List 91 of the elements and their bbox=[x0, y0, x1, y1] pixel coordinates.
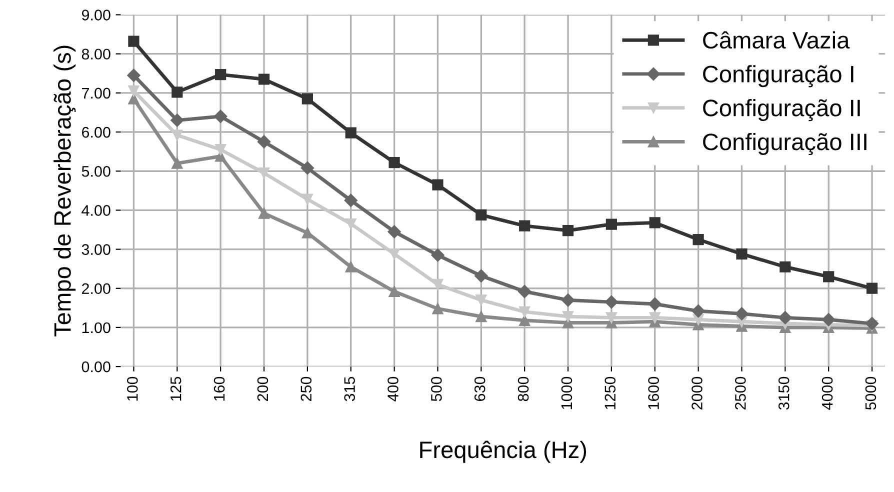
point bbox=[302, 93, 313, 104]
y-tick-label: 3.00 bbox=[82, 244, 110, 255]
x-tick-label: 630 bbox=[474, 376, 486, 401]
point bbox=[215, 144, 226, 156]
point bbox=[823, 271, 834, 282]
x-tick-label: 250 bbox=[300, 376, 312, 401]
x-tick-label: 400 bbox=[388, 376, 398, 402]
point bbox=[518, 284, 532, 298]
point bbox=[431, 248, 444, 262]
point bbox=[865, 316, 879, 330]
x-tick-label: 1250 bbox=[604, 376, 616, 410]
y-tick-label: 1.00 bbox=[82, 322, 110, 334]
x-tick-label: 4000 bbox=[822, 376, 833, 410]
point bbox=[778, 311, 792, 324]
point bbox=[345, 127, 356, 138]
point bbox=[649, 312, 660, 324]
y-tick-label: 2.00 bbox=[82, 283, 110, 294]
point bbox=[172, 158, 183, 169]
y-tick-label: 9.00 bbox=[82, 10, 110, 20]
x-tick-label: 125 bbox=[170, 376, 182, 401]
x-tick-label: 5000 bbox=[865, 376, 876, 410]
point bbox=[300, 161, 314, 175]
point bbox=[649, 217, 660, 228]
x-axis-title: Frequência (Hz) bbox=[420, 440, 586, 463]
point bbox=[258, 74, 270, 85]
point bbox=[562, 224, 574, 236]
x-tick-label: 200 bbox=[257, 376, 268, 401]
point bbox=[345, 261, 356, 272]
point bbox=[519, 314, 530, 326]
point bbox=[172, 130, 183, 141]
point bbox=[302, 194, 313, 205]
point bbox=[344, 194, 358, 208]
legend-label: Câmara Vazia bbox=[703, 31, 850, 49]
point bbox=[606, 312, 618, 324]
point bbox=[388, 248, 400, 260]
point bbox=[604, 295, 618, 309]
point bbox=[432, 179, 444, 190]
point bbox=[258, 168, 270, 179]
point bbox=[476, 209, 487, 220]
point bbox=[735, 307, 748, 320]
point bbox=[692, 234, 704, 246]
point bbox=[648, 297, 662, 311]
x-tick-label: 315 bbox=[344, 376, 355, 402]
point bbox=[519, 306, 530, 318]
point bbox=[432, 303, 444, 314]
point bbox=[172, 86, 183, 98]
x-tick-label: 100 bbox=[127, 376, 138, 401]
y-axis-title: Tempo de Reverberação (s) bbox=[54, 46, 76, 336]
point bbox=[519, 220, 530, 232]
point bbox=[561, 294, 575, 307]
point bbox=[736, 248, 748, 260]
legend-label: Configuração III bbox=[703, 132, 866, 156]
point bbox=[474, 269, 488, 282]
point bbox=[388, 225, 401, 238]
point bbox=[432, 278, 444, 290]
x-tick-label: 3150 bbox=[778, 376, 790, 410]
point bbox=[170, 114, 184, 127]
x-tick-label: 2500 bbox=[735, 376, 746, 410]
point bbox=[215, 69, 226, 80]
point bbox=[302, 227, 313, 238]
point bbox=[562, 310, 574, 322]
point bbox=[780, 261, 791, 272]
point bbox=[388, 286, 400, 298]
point bbox=[128, 85, 140, 97]
point bbox=[692, 304, 705, 318]
point bbox=[214, 110, 228, 123]
x-tick-label: 1600 bbox=[648, 376, 659, 410]
x-tick-label: 2000 bbox=[692, 376, 702, 410]
point bbox=[476, 294, 487, 306]
y-tick-label: 8.00 bbox=[82, 48, 110, 60]
y-tick-label: 7.00 bbox=[82, 88, 110, 99]
point bbox=[476, 310, 487, 322]
y-tick-label: 5.00 bbox=[82, 166, 110, 177]
x-tick-label: 500 bbox=[431, 376, 442, 402]
point bbox=[822, 313, 836, 326]
point bbox=[345, 218, 356, 230]
point bbox=[258, 208, 270, 219]
point bbox=[257, 135, 271, 148]
point bbox=[866, 282, 878, 294]
x-tick-label: 800 bbox=[518, 376, 529, 402]
x-tick-label: 160 bbox=[214, 376, 225, 401]
y-tick-label: 0.00 bbox=[82, 361, 110, 372]
point bbox=[127, 68, 140, 82]
legend-label: Configuração II bbox=[703, 99, 860, 122]
point bbox=[606, 218, 618, 230]
legend-label: Configuração I bbox=[703, 65, 854, 88]
point bbox=[388, 156, 400, 168]
y-tick-label: 4.00 bbox=[82, 205, 110, 216]
y-tick-label: 6.00 bbox=[82, 126, 110, 138]
point bbox=[128, 36, 140, 47]
x-tick-label: 1000 bbox=[561, 376, 572, 410]
